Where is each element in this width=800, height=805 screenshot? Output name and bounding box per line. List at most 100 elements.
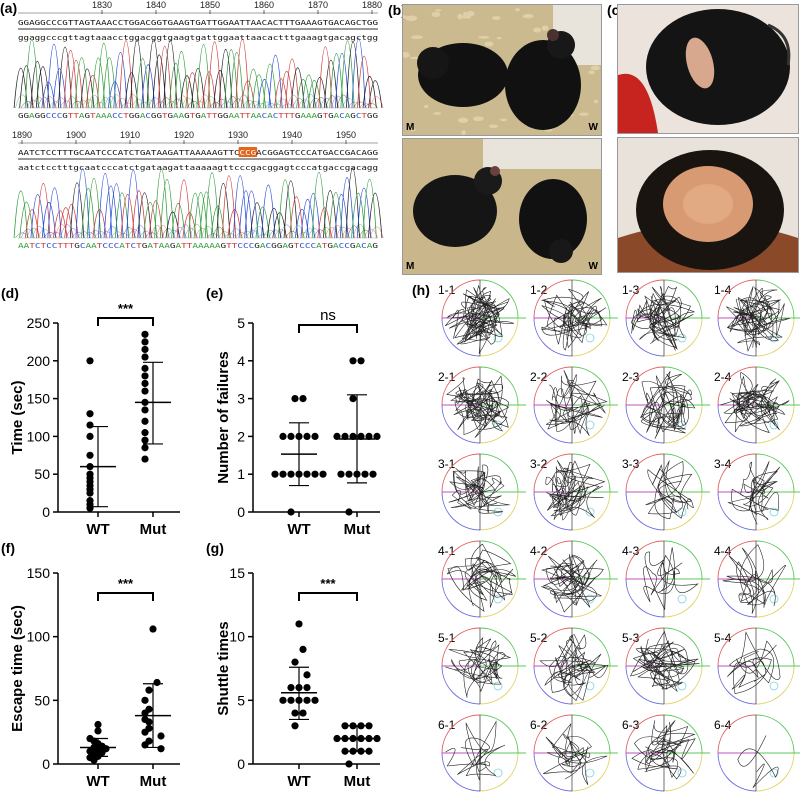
- wood-chip: [478, 36, 490, 39]
- maze-cell-label: 1-4: [714, 283, 732, 297]
- chromatogram-peak: [278, 179, 293, 239]
- chromatogram-peak: [323, 190, 338, 239]
- chromatogram-peak: [306, 192, 321, 239]
- maze-platform: [677, 594, 687, 604]
- chromatogram-peak: [368, 80, 383, 109]
- base-call: T: [73, 111, 79, 120]
- maze-cell: 6-4: [714, 714, 800, 792]
- base-call: T: [123, 111, 129, 120]
- base-calls: GGAGGCCCGTTAGTAAACCTGGACGGTGAAGTGATTGGAA…: [18, 111, 378, 120]
- maze-cell: 6-2: [530, 714, 618, 792]
- data-point: [319, 470, 327, 478]
- y-tick-label: 100: [27, 428, 51, 444]
- data-point: [86, 432, 94, 440]
- chromatogram-peak: [272, 212, 287, 239]
- y-tick-label: 150: [27, 391, 51, 407]
- base-call: G: [277, 241, 283, 250]
- base-call: A: [107, 111, 113, 120]
- maze-cell: 1-3: [622, 279, 710, 357]
- base-call: A: [29, 111, 35, 120]
- chromatogram-noise: [167, 230, 182, 239]
- base-call: C: [114, 241, 120, 250]
- wood-chip: [466, 10, 475, 17]
- maze-trajectory: [540, 288, 608, 351]
- maze-platform: [585, 507, 595, 517]
- chromatogram-peak: [357, 55, 372, 109]
- base-call: G: [142, 241, 148, 250]
- maze-pool-arc: [533, 578, 573, 618]
- chromatogram-noise: [138, 231, 153, 239]
- data-point: [349, 395, 357, 403]
- chromatogram-noise: [15, 232, 30, 239]
- base-call: C: [57, 111, 63, 120]
- base-call: T: [361, 111, 367, 120]
- data-point: [157, 745, 165, 753]
- data-point: [145, 718, 153, 726]
- maze-trajectory: [629, 630, 700, 693]
- chromatogram-noise: [137, 101, 151, 109]
- maze-cell-label: 3-4: [714, 457, 732, 471]
- wood-chip: [405, 15, 418, 22]
- chromatogram-noise: [273, 229, 288, 239]
- base-calls: AATCTCCTTTGCAATCCCATCTGATAAGATTAAAAAGTTC…: [18, 241, 378, 250]
- y-axis-label: Escape time (sec): [9, 605, 26, 732]
- maze-trajectory-grid: 1-1 1-2 1-3 1-4 2-1 2-2 2-3 2-4 3-1 3-2 3-3 3-4 4-1 4…: [438, 279, 800, 792]
- chromatogram-peak: [69, 59, 84, 109]
- maze-cell-label: 3-3: [622, 457, 640, 471]
- chromatogram-noise: [164, 101, 179, 109]
- chromatogram-noise: [341, 228, 356, 239]
- maze-cell: 1-1: [438, 279, 526, 357]
- maze-cell: 3-1: [438, 453, 526, 531]
- maze-pool-arc: [663, 453, 703, 493]
- chromatogram-noise: [65, 96, 79, 109]
- maze-pool-arc: [755, 627, 795, 667]
- data-point: [149, 625, 157, 633]
- maze-pool-arc: [441, 627, 481, 667]
- maze-pool-arc: [717, 578, 757, 618]
- data-point: [349, 357, 357, 365]
- y-tick-label: 5: [237, 315, 245, 331]
- chromatogram-peak: [24, 39, 39, 109]
- maze-pool-arc: [571, 317, 611, 357]
- maze-trajectory: [446, 543, 517, 612]
- chromatogram-noise: [76, 99, 90, 109]
- maze-cell-label: 6-1: [438, 718, 456, 732]
- wood-chip: [431, 11, 441, 17]
- data-point: [333, 432, 341, 440]
- maze-cell-label: 2-2: [530, 370, 548, 384]
- maze-pool-arc: [441, 491, 481, 531]
- base-call: A: [333, 241, 339, 250]
- base-call: A: [179, 111, 185, 120]
- data-point: [369, 470, 377, 478]
- maze-cell: 6-1: [438, 714, 526, 792]
- chromatogram-peak: [262, 63, 278, 109]
- maze-pool-arc: [625, 404, 665, 444]
- maze-pool-arc: [441, 404, 481, 444]
- data-point: [90, 756, 98, 764]
- chromatogram-peak: [340, 40, 355, 109]
- chromatogram-noise: [257, 233, 271, 239]
- maze-cell: 4-4: [714, 540, 800, 618]
- chromatogram-noise: [236, 94, 251, 109]
- y-tick-label: 250: [27, 315, 51, 331]
- maze-pool-arc: [717, 627, 757, 667]
- maze-cell: 1-2: [530, 279, 618, 357]
- maze-trajectory: [631, 720, 696, 780]
- chromatogram-noise: [98, 97, 113, 109]
- reference-sequence: GGAGGCCCGTTAGTAAACCTGGACGGTGAAGTGATTGGAA…: [18, 18, 378, 27]
- maze-cell: 2-4: [714, 366, 800, 444]
- base-call: C: [118, 111, 124, 120]
- chromatogram-peak: [126, 169, 141, 239]
- chromatogram-peak: [176, 179, 192, 239]
- chromatogram-peak: [216, 183, 231, 239]
- chromatogram-peak: [244, 190, 259, 239]
- maze-platform: [677, 333, 687, 343]
- maze-cell: 2-3: [622, 366, 710, 444]
- chromatogram-noise: [26, 99, 41, 109]
- maze-pool-arc: [479, 714, 519, 754]
- base-call: C: [299, 241, 305, 250]
- maze-pool-arc: [755, 578, 795, 618]
- chromatogram-noise: [347, 225, 362, 239]
- base-call: C: [112, 111, 118, 120]
- chromatogram-peak: [362, 179, 377, 239]
